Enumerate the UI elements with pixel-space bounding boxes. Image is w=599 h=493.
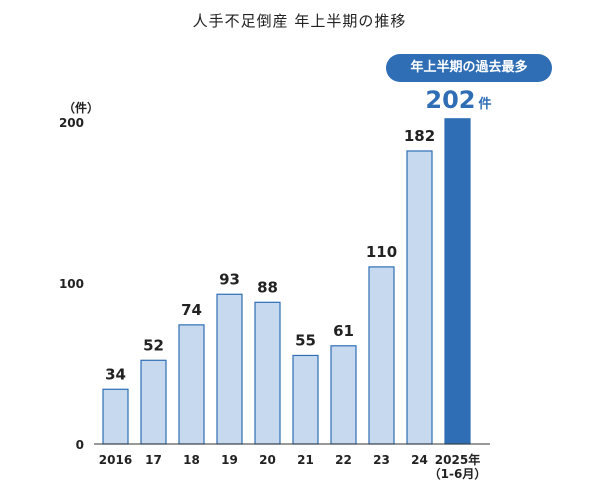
bar [140,359,167,445]
y-tick-label: 200 [59,116,84,130]
data-label: 55 [295,331,316,349]
x-tick-label: 24 [411,453,428,467]
bar [178,324,205,445]
x-tick-label: 18 [183,453,200,467]
x-tick-label: 21 [297,453,314,467]
data-label: 52 [143,336,164,354]
bar [444,118,471,445]
data-label: 34 [105,365,126,383]
x-tick-label: 19 [221,453,238,467]
data-label: 61 [333,322,354,340]
bar [368,266,395,445]
bar [406,150,433,445]
bar [102,388,129,445]
y-tick-label: 0 [76,438,84,452]
bar [216,293,243,445]
bar [330,345,357,445]
data-label-unit: 件 [479,96,492,112]
x-tick-label: 23 [373,453,390,467]
x-tick-label: 17 [145,453,162,467]
y-unit-label: （件） [63,101,100,115]
bar [292,354,319,445]
data-label: 110 [366,243,397,261]
bar [254,301,281,445]
data-label: 202 [425,86,475,114]
x-tick-label: 20 [259,453,276,467]
x-tick-label: 2016 [99,453,132,467]
data-label: 74 [181,301,202,319]
x-tick-label: 22 [335,453,352,467]
chart-title: 人手不足倒産 年上半期の推移 [192,12,407,30]
data-label: 93 [219,270,240,288]
data-label: 182 [404,127,435,145]
x-tick-label: 2025年 [435,452,480,467]
data-label: 88 [257,278,278,296]
highlight-badge: 年上半期の過去最多 [386,54,552,82]
x-tick-sublabel: （1-6月） [429,466,487,481]
y-tick-label: 100 [59,277,84,291]
